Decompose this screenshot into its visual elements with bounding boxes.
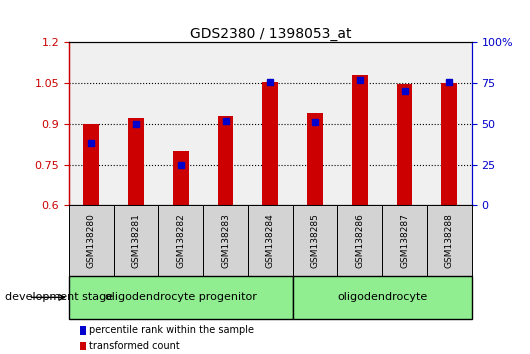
FancyBboxPatch shape xyxy=(382,205,427,276)
FancyBboxPatch shape xyxy=(427,205,472,276)
FancyBboxPatch shape xyxy=(293,205,338,276)
Bar xyxy=(128,119,144,205)
FancyBboxPatch shape xyxy=(203,205,248,276)
Text: transformed count: transformed count xyxy=(89,341,180,351)
Text: oligodendrocyte progenitor: oligodendrocyte progenitor xyxy=(105,292,257,302)
Text: GSM138283: GSM138283 xyxy=(221,213,230,268)
Bar xyxy=(397,84,412,205)
FancyBboxPatch shape xyxy=(248,205,293,276)
Text: GSM138287: GSM138287 xyxy=(400,213,409,268)
Bar xyxy=(441,82,457,205)
Title: GDS2380 / 1398053_at: GDS2380 / 1398053_at xyxy=(190,28,351,41)
Bar xyxy=(218,116,233,205)
Text: GSM138284: GSM138284 xyxy=(266,213,275,268)
Text: GSM138288: GSM138288 xyxy=(445,213,454,268)
FancyBboxPatch shape xyxy=(293,276,472,319)
FancyBboxPatch shape xyxy=(69,276,293,319)
Bar xyxy=(262,82,278,205)
FancyBboxPatch shape xyxy=(338,205,382,276)
Text: percentile rank within the sample: percentile rank within the sample xyxy=(89,325,254,335)
Text: GSM138282: GSM138282 xyxy=(176,213,186,268)
FancyBboxPatch shape xyxy=(69,205,113,276)
Text: oligodendrocyte: oligodendrocyte xyxy=(337,292,427,302)
Text: development stage: development stage xyxy=(5,292,113,302)
Text: GSM138280: GSM138280 xyxy=(87,213,96,268)
FancyBboxPatch shape xyxy=(113,205,158,276)
Text: GSM138286: GSM138286 xyxy=(355,213,364,268)
Bar xyxy=(83,124,99,205)
FancyBboxPatch shape xyxy=(158,205,203,276)
Bar xyxy=(307,113,323,205)
Bar xyxy=(173,151,189,205)
Bar xyxy=(352,75,368,205)
Text: GSM138285: GSM138285 xyxy=(311,213,320,268)
Text: GSM138281: GSM138281 xyxy=(131,213,140,268)
